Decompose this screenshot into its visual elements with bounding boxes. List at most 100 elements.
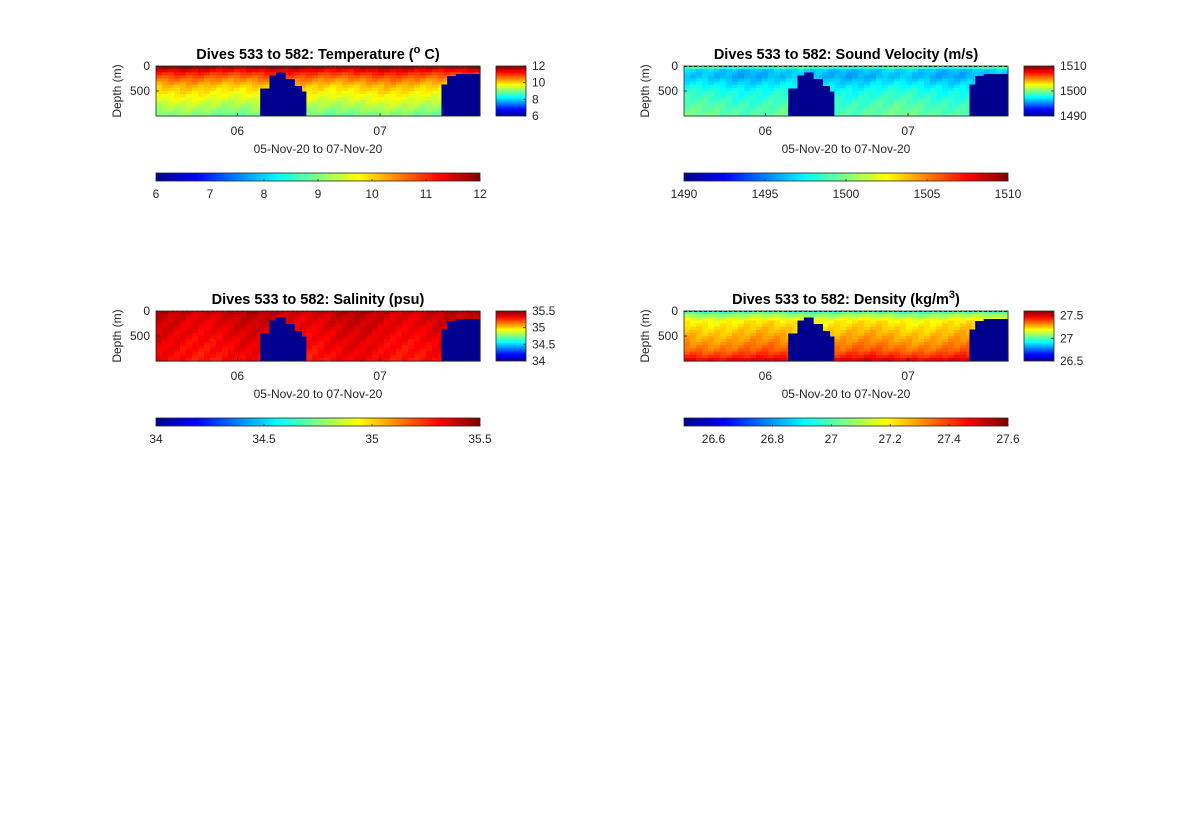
heatmap-cell (336, 348, 343, 353)
heatmap-cell (270, 311, 277, 315)
heatmap-cell (738, 311, 745, 315)
heatmap-cell (360, 323, 367, 328)
heatmap-cell (336, 112, 343, 117)
heatmap-cell (360, 66, 367, 70)
heatmap-cell (936, 320, 943, 325)
heatmap-cell (720, 320, 727, 325)
heatmap-cell (696, 100, 703, 105)
heatmap-cell (336, 109, 343, 114)
heatmap-cell (690, 103, 697, 108)
heatmap-cell (864, 329, 871, 334)
heatmap-cell (852, 311, 859, 315)
heatmap-cell (768, 323, 775, 328)
heatmap-cell (246, 336, 253, 340)
heatmap-cell (252, 332, 259, 337)
heatmap-cell (780, 314, 787, 318)
heatmap-cell (348, 323, 355, 328)
heatmap-cell (906, 326, 913, 331)
heatmap-cell (306, 91, 313, 95)
heatmap-cell (444, 317, 451, 321)
heatmap-cell (918, 342, 925, 346)
heatmap-cell (912, 336, 919, 340)
heatmap-cell (228, 317, 235, 321)
heatmap-cell (294, 311, 301, 315)
colorbar-tick-label: 35.5 (468, 432, 492, 446)
heatmap-cell (192, 72, 199, 76)
heatmap-cell (780, 87, 787, 92)
heatmap-cell (948, 75, 955, 80)
heatmap-cell (252, 72, 259, 76)
heatmap-cell (744, 106, 751, 111)
heatmap-cell (978, 317, 985, 321)
heatmap-cell (408, 317, 415, 321)
no-data-block (797, 75, 805, 116)
heatmap-cell (258, 75, 265, 80)
heatmap-cell (246, 81, 253, 86)
heatmap-cell (204, 75, 211, 80)
heatmap-cell (900, 345, 907, 350)
heatmap-cell (360, 109, 367, 114)
heatmap-cell (336, 320, 343, 325)
heatmap-cell (414, 91, 421, 95)
heatmap-cell (888, 311, 895, 315)
heatmap-cell (180, 78, 187, 83)
heatmap-cell (240, 84, 247, 89)
heatmap-cell (948, 320, 955, 325)
heatmap-cell (954, 336, 961, 340)
heatmap-cell (360, 348, 367, 353)
heatmap-cell (198, 72, 205, 76)
heatmap-cell (168, 81, 175, 86)
heatmap-cell (372, 326, 379, 331)
heatmap-cell (222, 69, 229, 73)
heatmap-cell (732, 339, 739, 343)
heatmap-cell (930, 336, 937, 340)
heatmap-cell (312, 109, 319, 114)
heatmap-cell (882, 100, 889, 105)
heatmap-cell (738, 69, 745, 73)
heatmap-cell (882, 357, 889, 362)
heatmap-cell (750, 78, 757, 83)
heatmap-cell (372, 109, 379, 114)
heatmap-cell (168, 75, 175, 80)
heatmap-cell (336, 339, 343, 343)
heatmap-cell (840, 326, 847, 331)
heatmap-cell (714, 91, 721, 95)
heatmap-cell (366, 100, 373, 105)
heatmap-cell (726, 106, 733, 111)
heatmap-cell (912, 332, 919, 337)
heatmap-cell (858, 112, 865, 117)
heatmap-cell (714, 97, 721, 101)
heatmap-cell (180, 348, 187, 353)
heatmap-cell (918, 314, 925, 318)
heatmap-cell (840, 351, 847, 356)
heatmap-cell (762, 351, 769, 356)
heatmap-cell (846, 91, 853, 95)
no-data-block (983, 74, 1009, 116)
heatmap-cell (990, 311, 997, 315)
heatmap-cell (756, 72, 763, 76)
heatmap-cell (804, 66, 811, 70)
heatmap-cell (768, 314, 775, 318)
heatmap-cell (912, 94, 919, 98)
heatmap-cell (768, 345, 775, 350)
heatmap-cell (300, 317, 307, 321)
heatmap-cell (246, 100, 253, 105)
x-axis-label: 05-Nov-20 to 07-Nov-20 (254, 387, 383, 401)
heatmap-cell (192, 91, 199, 95)
heatmap-cell (414, 72, 421, 76)
heatmap-cell (696, 94, 703, 98)
heatmap-cell (834, 314, 841, 318)
heatmap-cell (300, 69, 307, 73)
heatmap-cell (306, 339, 313, 343)
heatmap-cell (834, 339, 841, 343)
heatmap-cell (348, 339, 355, 343)
heatmap-cell (894, 106, 901, 111)
heatmap-cell (174, 339, 181, 343)
heatmap-cell (684, 94, 691, 98)
heatmap-cell (702, 314, 709, 318)
heatmap-cell (156, 357, 163, 362)
heatmap-cell (246, 348, 253, 353)
heatmap-cell (732, 317, 739, 321)
heatmap-cell (708, 81, 715, 86)
heatmap-cell (858, 336, 865, 340)
